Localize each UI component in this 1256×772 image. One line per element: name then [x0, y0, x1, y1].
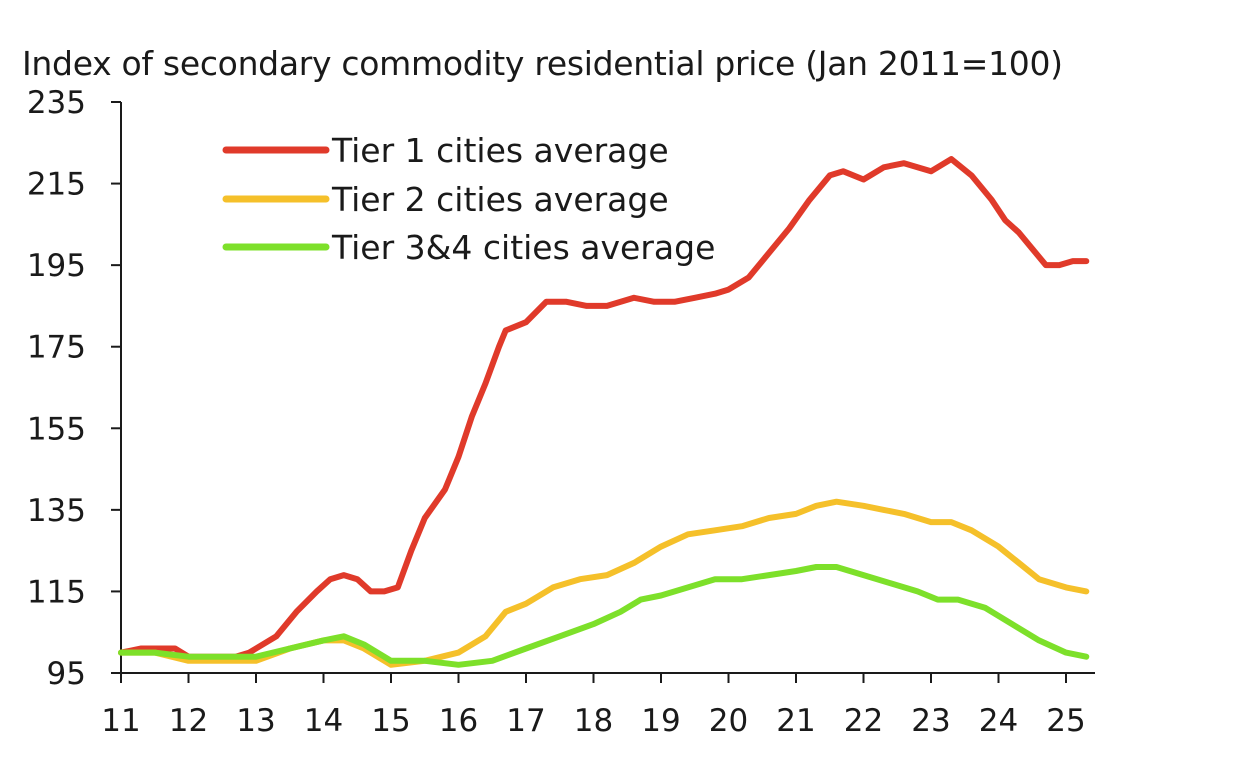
x-tick-label: 22 [844, 703, 883, 739]
y-tick-label: 215 [27, 167, 86, 203]
y-axis-ticks: 95 115 135 155 175 195 215 235 [27, 85, 121, 692]
x-tick-label: 15 [371, 703, 410, 739]
series-lines [118, 156, 1090, 668]
x-tick-label: 23 [911, 703, 950, 739]
x-tick-label: 13 [236, 703, 275, 739]
series-line-1 [118, 156, 1090, 660]
legend-label-3: Tier 3&4 cities average [331, 228, 715, 267]
y-tick-label: 195 [27, 248, 86, 284]
x-tick-label: 20 [709, 703, 748, 739]
axes [120, 102, 1095, 674]
y-tick-label: 95 [47, 656, 86, 692]
y-tick-label: 235 [27, 85, 86, 121]
x-tick-label: 11 [101, 703, 140, 739]
series-line-3 [118, 564, 1090, 668]
x-tick-label: 21 [776, 703, 815, 739]
x-tick-label: 24 [979, 703, 1018, 739]
y-tick-label: 135 [27, 493, 86, 529]
legend: Tier 1 cities average Tier 2 cities avera… [222, 131, 715, 267]
x-tick-label: 14 [304, 703, 343, 739]
chart-title: Index of secondary commodity residential… [22, 44, 1063, 83]
legend-label-1: Tier 1 cities average [331, 131, 669, 170]
x-tick-label: 25 [1046, 703, 1085, 739]
x-tick-label: 19 [641, 703, 680, 739]
legend-label-2: Tier 2 cities average [331, 180, 669, 219]
y-tick-label: 175 [27, 330, 86, 366]
y-tick-label: 155 [27, 411, 86, 447]
x-tick-label: 12 [169, 703, 208, 739]
x-axis-ticks: 11 12 13 14 15 16 17 18 19 20 21 22 23 24 25 [101, 673, 1086, 739]
x-tick-label: 18 [574, 703, 613, 739]
x-tick-label: 17 [506, 703, 545, 739]
x-tick-label: 16 [439, 703, 478, 739]
y-tick-label: 115 [27, 574, 86, 610]
